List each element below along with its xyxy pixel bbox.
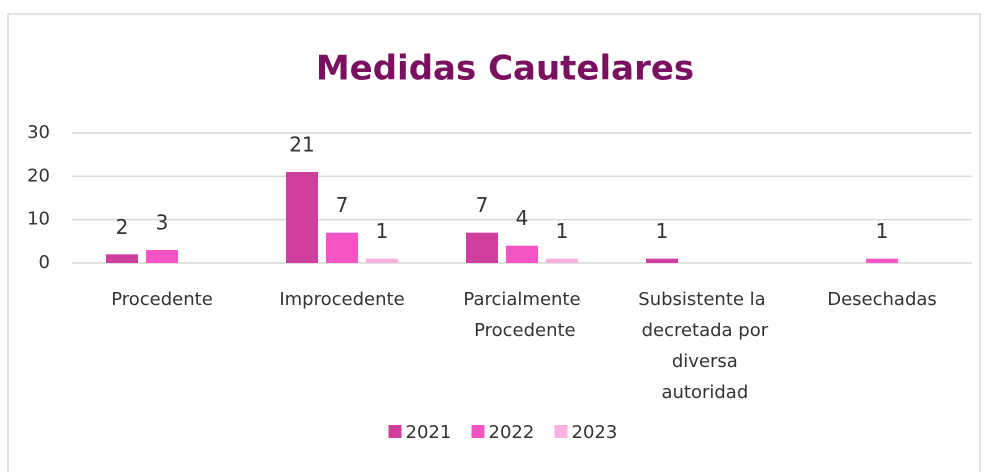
- bar: [866, 258, 898, 263]
- bar: [546, 258, 578, 263]
- chart-title: Medidas Cautelares: [316, 49, 694, 89]
- data-label: 1: [656, 219, 669, 243]
- bar: [106, 254, 138, 263]
- x-tick-label: Subsistente la decretada por diversa aut…: [636, 289, 769, 403]
- legend-swatch: [388, 425, 402, 438]
- legend-label: 2021: [406, 422, 452, 443]
- data-label: 1: [556, 219, 569, 243]
- data-label: 4: [516, 206, 529, 230]
- bar: [466, 232, 498, 263]
- x-tick-label: Desechadas: [827, 289, 937, 310]
- y-tick-label: 10: [27, 209, 50, 230]
- y-tick-label: 30: [27, 122, 50, 143]
- x-tick-label: Procedente: [111, 289, 213, 310]
- y-tick-label: 0: [39, 252, 50, 273]
- y-tick-label: 20: [27, 165, 50, 186]
- data-label: 7: [476, 193, 489, 217]
- data-label: 7: [336, 193, 349, 217]
- data-label: 1: [376, 219, 389, 243]
- legend-label: 2022: [489, 422, 535, 443]
- bar: [146, 250, 178, 263]
- data-label: 21: [289, 133, 314, 157]
- data-label: 1: [876, 219, 889, 243]
- bar: [366, 258, 398, 263]
- bar: [326, 232, 358, 263]
- data-label: 2: [116, 215, 129, 239]
- legend-swatch: [471, 425, 485, 438]
- legend-label: 2023: [572, 422, 618, 443]
- bar: [646, 258, 678, 263]
- x-tick-label: Improcedente: [279, 289, 404, 310]
- x-tick-label: Parcialmente Procedente: [463, 289, 580, 341]
- legend-swatch: [554, 425, 568, 438]
- bar: [506, 245, 538, 263]
- data-label: 3: [156, 211, 169, 235]
- bar: [286, 172, 318, 263]
